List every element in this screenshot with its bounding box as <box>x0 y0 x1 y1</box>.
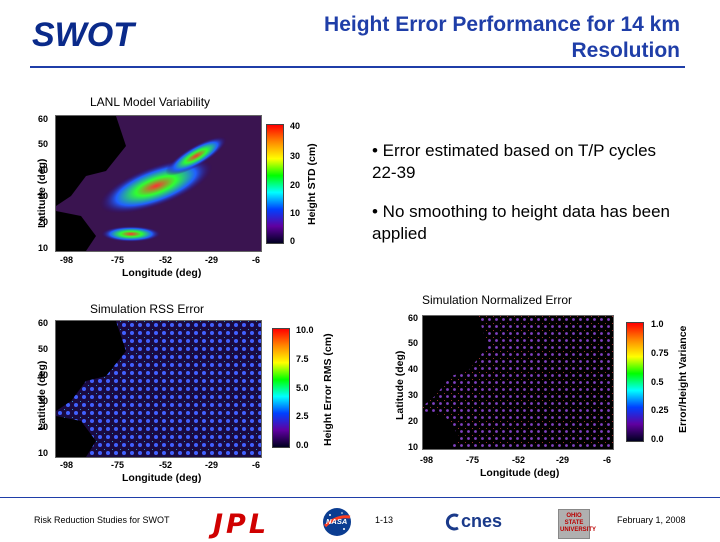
lanl-xtick: -98 <box>60 255 74 265</box>
footer-date: February 1, 2008 <box>617 515 686 525</box>
lanl-colorbar <box>266 124 284 244</box>
nasa-logo-text: NASA <box>326 517 348 526</box>
lanl-ytick: 30 <box>38 191 49 201</box>
rss-ytick: 50 <box>38 344 49 354</box>
norm-xtick: -29 <box>556 455 570 465</box>
rss-ytick: 30 <box>38 396 49 406</box>
lanl-xtick: -52 <box>159 255 173 265</box>
rss-xtick: -98 <box>60 460 74 470</box>
page-number: 1-13 <box>375 515 394 525</box>
lanl-ytick: 40 <box>38 165 49 175</box>
lanl-caption: LANL Model Variability <box>90 95 211 109</box>
bullet-1: • Error estimated based on T/P cycles 22… <box>372 141 657 182</box>
lanl-xlabel: Longitude (deg) <box>122 267 202 279</box>
jpl-logo-text: JPL <box>213 509 270 540</box>
lanl-cbar-tick: 40 <box>290 121 301 131</box>
rss-xtick: -6 <box>252 460 261 470</box>
title-divider <box>30 66 685 68</box>
rss-xtick: -29 <box>205 460 219 470</box>
norm-ytick: 10 <box>408 442 419 452</box>
lanl-ytick: 60 <box>38 114 49 124</box>
page-title: Height Error Performance for 14 km Resol… <box>250 12 680 64</box>
norm-cbar-tick: 0.25 <box>651 405 669 415</box>
rss-cbar-tick: 0.0 <box>296 440 309 450</box>
osu-logo-text: OHIO STATE UNIVERSITY <box>560 513 597 533</box>
lanl-ytick: 50 <box>38 139 49 149</box>
rss-cbar-tick: 10.0 <box>296 325 314 335</box>
lanl-xtick: -6 <box>252 255 261 265</box>
rss-ytick: 60 <box>38 318 49 328</box>
norm-xlabel: Longitude (deg) <box>480 467 560 479</box>
norm-xtick: -52 <box>512 455 526 465</box>
cnes-swirl-icon <box>445 513 459 531</box>
norm-ytick: 50 <box>408 338 419 348</box>
norm-caption: Simulation Normalized Error <box>422 293 573 307</box>
norm-map <box>422 315 614 450</box>
norm-xtick: -75 <box>466 455 480 465</box>
rss-ytick: 20 <box>38 422 49 432</box>
rss-xtick: -75 <box>111 460 125 470</box>
lanl-cbar-tick: 0 <box>290 236 296 246</box>
lanl-cbar-tick: 10 <box>290 208 301 218</box>
rss-map-image <box>56 321 261 457</box>
lanl-map <box>55 115 262 252</box>
norm-cbar-label: Error/Height Variance <box>677 325 689 433</box>
rss-caption: Simulation RSS Error <box>90 302 205 316</box>
norm-cbar-tick: 0.0 <box>651 434 664 444</box>
norm-xtick: -6 <box>603 455 612 465</box>
lanl-ytick: 20 <box>38 217 49 227</box>
norm-cbar-tick: 0.5 <box>651 377 664 387</box>
lanl-map-image <box>56 116 261 251</box>
rss-colorbar <box>272 328 290 448</box>
rss-xlabel: Longitude (deg) <box>122 472 202 484</box>
title-line-1: Height Error Performance for 14 km <box>324 13 680 36</box>
norm-cbar-tick: 0.75 <box>651 348 669 358</box>
norm-ytick: 30 <box>408 390 419 400</box>
rss-cbar-tick: 2.5 <box>296 411 309 421</box>
cnes-logo-text: cnes <box>461 511 503 531</box>
norm-cbar-tick: 1.0 <box>651 319 664 329</box>
norm-ytick: 20 <box>408 416 419 426</box>
rss-cbar-tick: 5.0 <box>296 383 309 393</box>
swot-logo-text: SWOT <box>32 16 134 54</box>
rss-xtick: -52 <box>159 460 173 470</box>
rss-ytick: 40 <box>38 370 49 380</box>
norm-xtick: -98 <box>420 455 434 465</box>
nasa-meatball-icon <box>323 508 351 536</box>
norm-colorbar <box>626 322 644 442</box>
rss-map <box>55 320 262 458</box>
rss-cbar-label: Height Error RMS (cm) <box>322 333 334 446</box>
norm-ytick: 40 <box>408 364 419 374</box>
rss-cbar-tick: 7.5 <box>296 354 309 364</box>
jpl-logo: JPL <box>213 509 269 540</box>
norm-ylabel: Latitude (deg) <box>394 350 406 420</box>
footer-divider <box>0 497 720 498</box>
lanl-cbar-tick: 30 <box>290 151 301 161</box>
rss-ytick: 10 <box>38 448 49 458</box>
footer-left-text: Risk Reduction Studies for SWOT <box>34 515 170 525</box>
cnes-logo: cnes <box>445 510 515 536</box>
norm-map-image <box>423 316 613 449</box>
lanl-xtick: -29 <box>205 255 219 265</box>
lanl-xtick: -75 <box>111 255 125 265</box>
lanl-ytick: 10 <box>38 243 49 253</box>
title-line-2: Resolution <box>571 39 681 62</box>
osu-logo: OHIO STATE UNIVERSITY <box>558 509 597 539</box>
norm-ytick: 60 <box>408 313 419 323</box>
lanl-cbar-tick: 20 <box>290 180 301 190</box>
nasa-logo: NASA <box>322 507 352 537</box>
lanl-cbar-label: Height STD (cm) <box>306 143 318 225</box>
bullet-2: • No smoothing to height data has been a… <box>372 202 670 243</box>
